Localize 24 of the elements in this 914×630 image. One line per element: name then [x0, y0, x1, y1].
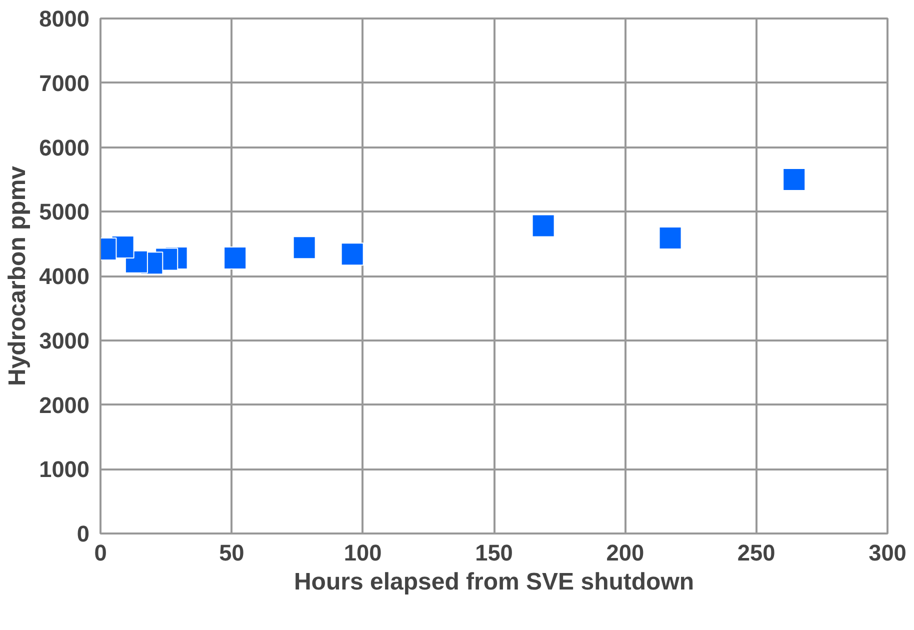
point	[292, 236, 316, 260]
y-tick-label: 0	[76, 520, 90, 546]
x-axis-title: Hours elapsed from SVE shutdown	[294, 568, 694, 596]
y-tick-label: 8000	[39, 6, 90, 32]
x-tick-label: 250	[737, 540, 776, 566]
y-tick-label: 5000	[39, 198, 90, 225]
y-axis-title: Hydrocarbon ppmv	[4, 165, 32, 386]
x-tick-label: 100	[344, 540, 382, 566]
y-tick-label: 7000	[39, 70, 90, 96]
point	[532, 214, 555, 238]
point	[782, 168, 806, 191]
y-tick-label: 6000	[39, 134, 90, 160]
x-tick-label: 0	[94, 540, 107, 566]
y-tick-label: 4000	[39, 263, 90, 289]
y-tick-label: 1000	[39, 456, 90, 482]
y-tick-label: 2000	[39, 392, 90, 418]
point	[340, 242, 364, 266]
x-tick-label: 50	[219, 540, 244, 566]
x-tick-label: 150	[475, 540, 513, 566]
y-tick-label: 3000	[39, 327, 90, 354]
x-tick-label: 300	[868, 540, 906, 566]
point	[658, 226, 682, 250]
x-tick-label: 200	[606, 540, 644, 566]
point	[224, 246, 247, 270]
